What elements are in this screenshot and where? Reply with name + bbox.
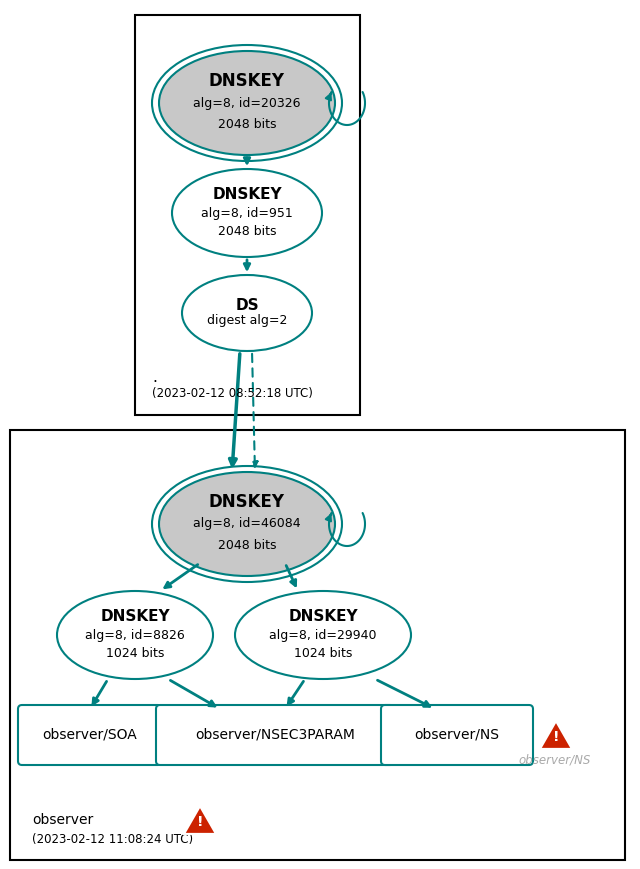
Polygon shape [540, 721, 572, 749]
Text: alg=8, id=951: alg=8, id=951 [201, 207, 293, 220]
Text: observer/NS: observer/NS [415, 728, 499, 742]
Text: DS: DS [235, 297, 259, 313]
Ellipse shape [235, 591, 411, 679]
Text: !: ! [553, 730, 559, 744]
Text: (2023-02-12 11:08:24 UTC): (2023-02-12 11:08:24 UTC) [32, 833, 193, 846]
Ellipse shape [159, 472, 335, 576]
Text: 1024 bits: 1024 bits [294, 647, 352, 660]
Text: 1024 bits: 1024 bits [106, 647, 164, 660]
Text: DNSKEY: DNSKEY [209, 494, 285, 511]
Bar [135, 15, 360, 415]
Text: !: ! [196, 814, 204, 829]
Text: observer/NS: observer/NS [519, 753, 591, 766]
Text: 2048 bits: 2048 bits [218, 118, 276, 131]
FancyBboxPatch shape [381, 705, 533, 765]
Text: alg=8, id=20326: alg=8, id=20326 [193, 96, 301, 109]
Text: observer: observer [32, 813, 93, 827]
Text: alg=8, id=8826: alg=8, id=8826 [85, 628, 185, 641]
Text: DNSKEY: DNSKEY [209, 72, 285, 90]
Ellipse shape [172, 169, 322, 257]
Text: alg=8, id=46084: alg=8, id=46084 [193, 518, 301, 530]
Text: DNSKEY: DNSKEY [212, 187, 282, 202]
Text: 2048 bits: 2048 bits [218, 225, 276, 238]
Text: 2048 bits: 2048 bits [218, 540, 276, 553]
Text: DNSKEY: DNSKEY [100, 609, 170, 624]
Text: alg=8, id=29940: alg=8, id=29940 [269, 628, 377, 641]
FancyBboxPatch shape [18, 705, 162, 765]
Text: digest alg=2: digest alg=2 [207, 315, 287, 328]
Ellipse shape [182, 275, 312, 351]
Text: observer/NSEC3PARAM: observer/NSEC3PARAM [195, 728, 355, 742]
Text: DNSKEY: DNSKEY [288, 609, 358, 624]
Text: (2023-02-12 08:52:18 UTC): (2023-02-12 08:52:18 UTC) [152, 387, 313, 400]
Ellipse shape [57, 591, 213, 679]
Ellipse shape [159, 51, 335, 155]
Text: .: . [152, 370, 157, 386]
Polygon shape [184, 806, 216, 834]
Bar [10, 430, 625, 860]
Text: observer/SOA: observer/SOA [43, 728, 138, 742]
FancyBboxPatch shape [156, 705, 394, 765]
